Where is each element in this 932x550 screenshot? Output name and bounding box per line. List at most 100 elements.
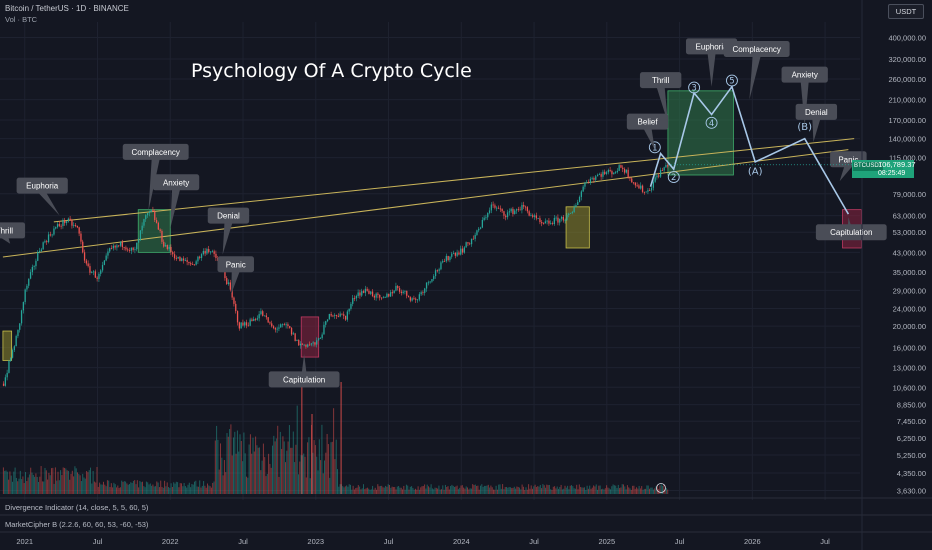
callout-text: Thrill (652, 76, 670, 85)
candle-body (127, 249, 129, 251)
volume-bar (463, 487, 465, 494)
callout-label[interactable]: Thrill (0, 222, 26, 244)
candle-body (380, 297, 383, 299)
volume-bar (390, 487, 392, 494)
candle-body (116, 245, 118, 248)
volume-bar (18, 478, 20, 494)
trendline[interactable] (2, 149, 849, 258)
candle-body (2, 383, 5, 386)
volume-bar (222, 475, 224, 494)
candle-body (361, 291, 363, 296)
x-tick-label: 2024 (453, 537, 470, 546)
volume-bar (334, 459, 336, 494)
volume-bar (122, 481, 124, 494)
candle-body (62, 219, 64, 227)
callout-label[interactable]: Denial (207, 207, 250, 255)
volume-bar (299, 461, 301, 494)
candle-body (605, 172, 608, 174)
volume-bar (2, 467, 4, 494)
volume-bar (405, 484, 407, 494)
candle-body (28, 278, 30, 286)
candle-body (400, 291, 403, 293)
callout-label[interactable]: Capitulation (268, 353, 340, 388)
volume-bar (187, 484, 189, 494)
trendline[interactable] (53, 138, 855, 223)
volume-bar (177, 482, 179, 494)
callout-label[interactable]: Thrill (639, 72, 682, 123)
candle-body (164, 245, 167, 247)
volume-bar (70, 473, 72, 494)
callout-label[interactable]: Denial (795, 103, 838, 143)
candles (2, 162, 669, 387)
candle-body (485, 217, 487, 219)
projection-path[interactable] (649, 84, 850, 215)
volume-bar (147, 482, 149, 494)
currency-button[interactable]: USDT (888, 4, 924, 19)
callout-label[interactable]: Complacency (122, 143, 189, 212)
candle-body (271, 323, 273, 327)
callout-pointer (222, 222, 233, 255)
callout-label[interactable]: Belief (626, 113, 669, 150)
volume-bar (158, 487, 160, 494)
callout-box (152, 174, 200, 191)
volume-bar (303, 453, 305, 494)
volume-bar (389, 485, 391, 494)
volume-bar (507, 487, 509, 494)
volume-bar (220, 443, 222, 494)
callout-label[interactable]: Euphoria (16, 177, 68, 216)
volume-bar (113, 482, 115, 494)
candle-body (229, 282, 232, 290)
volume-bar (446, 486, 448, 494)
candle-body (299, 343, 302, 346)
callout-label[interactable]: Panic (217, 256, 254, 294)
volume-bar (8, 479, 10, 494)
price-tag-countdown: 08:25:49 (878, 170, 906, 177)
marketcipher-indicator-label[interactable]: MarketCipher B (2.2.6, 60, 60, 53, -60, … (5, 520, 149, 529)
volume-bar (184, 486, 186, 494)
y-tick-label: 10,600.00 (893, 383, 926, 392)
volume-bar (281, 448, 283, 494)
divergence-indicator-label[interactable]: Divergence Indicator (14, close, 5, 5, 6… (5, 503, 149, 512)
candle-body (474, 234, 476, 239)
candle-body (10, 357, 12, 361)
volume-bar (135, 484, 137, 494)
candle-body (341, 313, 343, 315)
candle-body (177, 256, 179, 259)
candle-body (436, 270, 439, 272)
candle-body (452, 252, 455, 254)
candle-body (649, 190, 651, 191)
volume-bar (376, 489, 378, 494)
volume-bar (181, 483, 183, 494)
volume-bar (574, 488, 576, 494)
volume-bar (330, 442, 332, 494)
candle-body (451, 253, 453, 257)
callout-pointer (656, 87, 668, 123)
volume-bar (456, 485, 458, 494)
callout-label[interactable]: Anxiety (152, 174, 200, 229)
volume-bar (116, 487, 118, 494)
volume-bar (597, 489, 599, 494)
callout-label[interactable]: Complacency (723, 41, 790, 100)
volume-bar (587, 488, 589, 494)
callout-label[interactable]: Anxiety (781, 66, 828, 126)
alert-circle-icon[interactable] (656, 483, 666, 493)
volume-bar (516, 486, 518, 494)
volume-bar (565, 487, 567, 494)
candle-body (370, 291, 372, 294)
volume-bar (355, 488, 357, 494)
candle-body (168, 247, 170, 249)
candle-body (269, 322, 271, 324)
candle-body (197, 256, 199, 262)
callout-box (207, 207, 250, 224)
candle-body (647, 190, 649, 192)
volume-bar (539, 484, 541, 494)
volume-bar (636, 487, 638, 494)
candle-body (443, 261, 446, 262)
volume-bar (465, 486, 467, 494)
y-tick-label: 7,450.00 (897, 417, 926, 426)
volume-bar (320, 460, 322, 494)
callout-label[interactable]: Capitulation (815, 217, 887, 241)
volume-bar (591, 487, 593, 494)
